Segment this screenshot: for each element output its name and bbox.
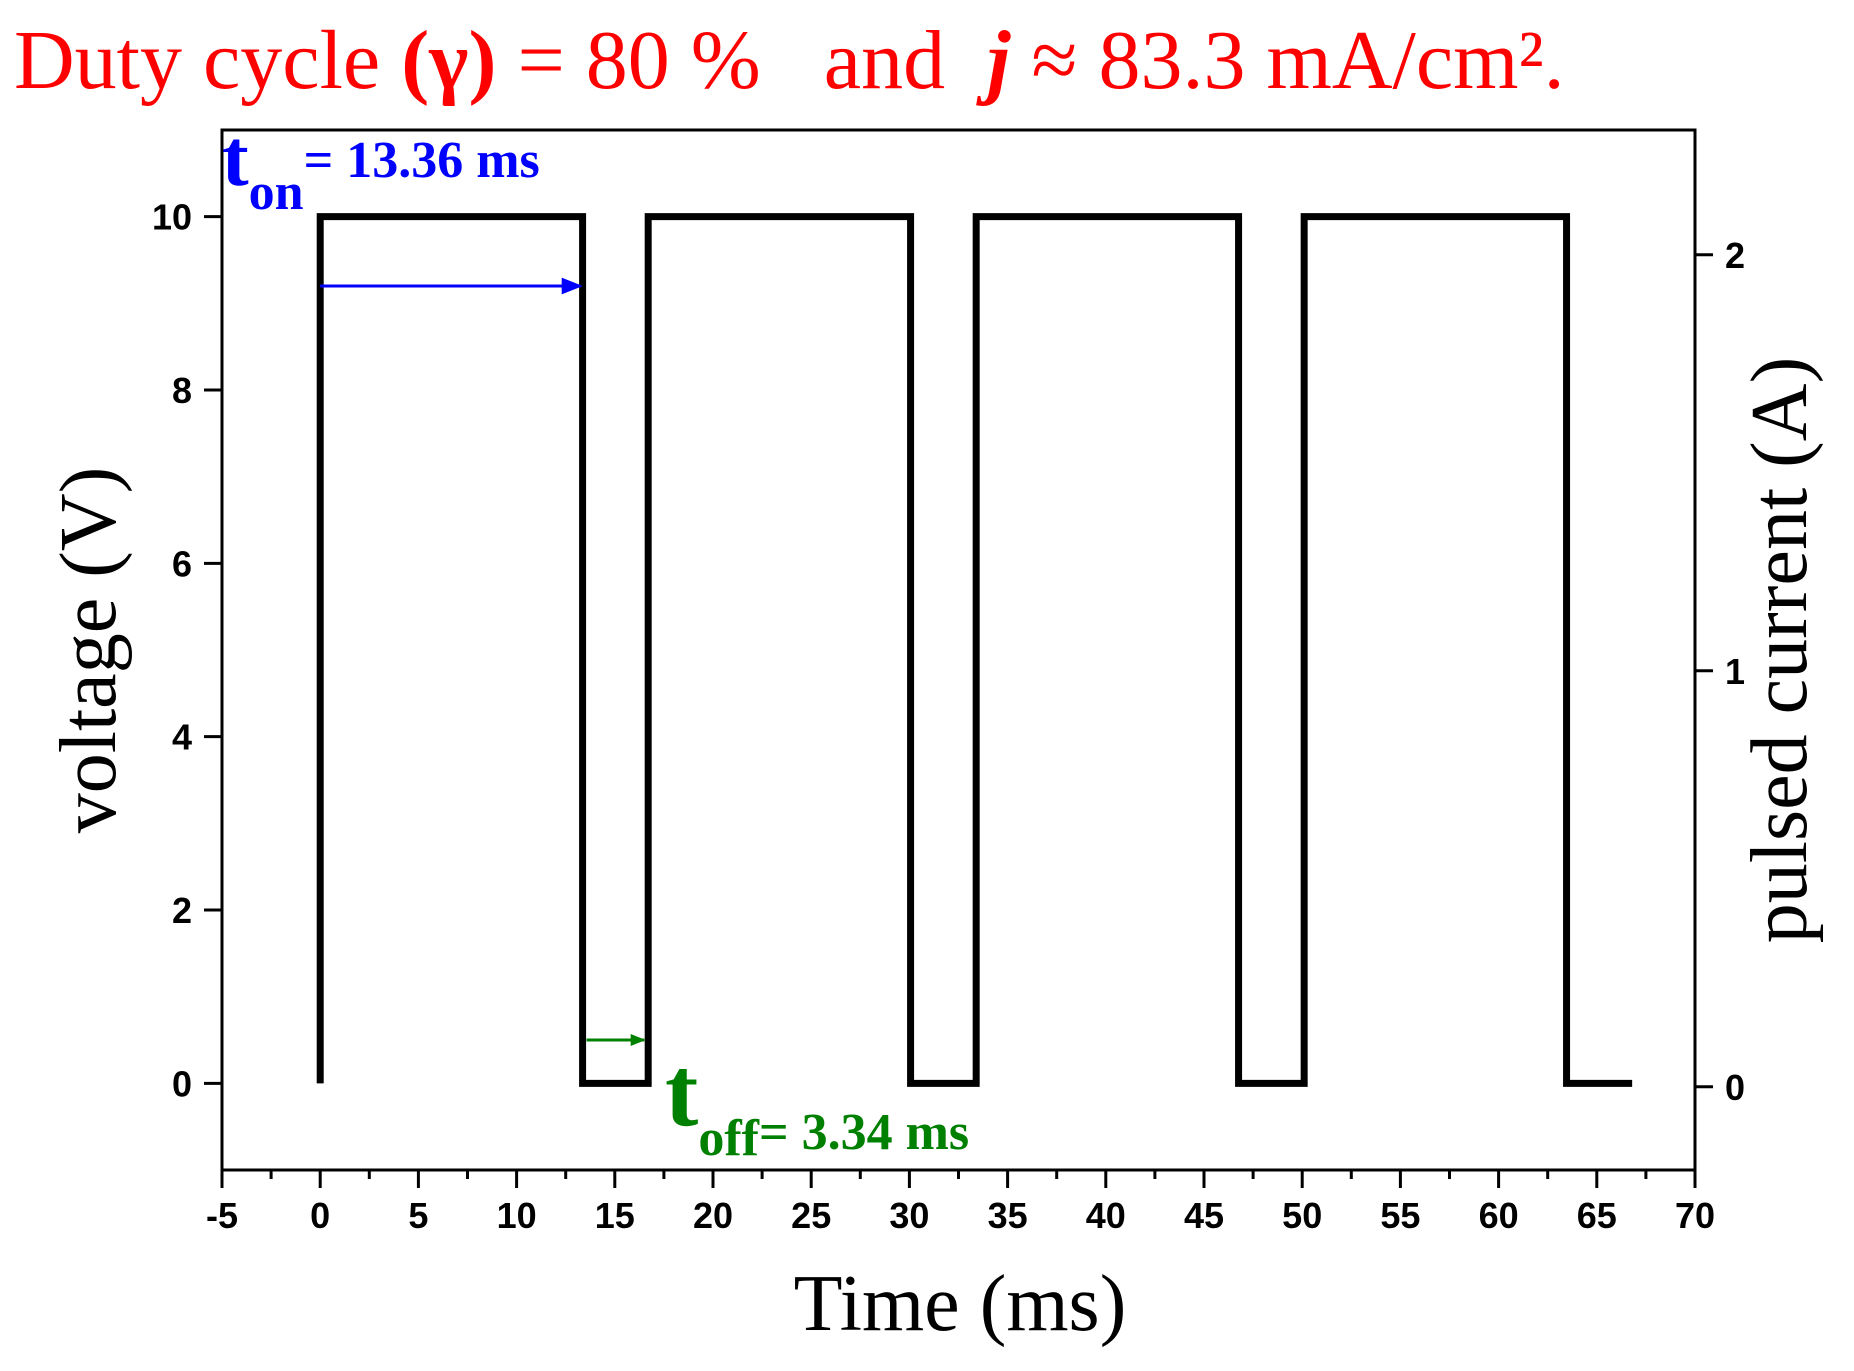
y-tick-label: 2	[172, 890, 192, 931]
t-off-t: t	[665, 1036, 698, 1147]
y-tick-label: 4	[172, 717, 192, 758]
x-tick-label: -5	[206, 1195, 238, 1236]
y-tick-label: 6	[172, 543, 192, 584]
y-axis-left: 0 2 4 6 8 10	[152, 197, 222, 1104]
x-tick-label: 35	[988, 1195, 1028, 1236]
title-gamma: (γ)	[401, 14, 496, 107]
y-tick-label: 10	[152, 197, 192, 238]
x-tick-label: 5	[408, 1195, 428, 1236]
y2-tick-label: 1	[1725, 651, 1745, 692]
x-tick-label: 0	[310, 1195, 330, 1236]
t-off-value: = 3.34 ms	[759, 1104, 969, 1161]
y2-tick-label: 0	[1725, 1067, 1745, 1108]
y2-tick-label: 2	[1725, 235, 1745, 276]
y-axis-title: voltage (V)	[45, 467, 133, 834]
x-tick-label: 55	[1380, 1195, 1420, 1236]
t-off-sub: off	[698, 1110, 759, 1167]
y2-axis-title: pulsed current (A)	[1736, 357, 1824, 943]
x-tick-label: 70	[1675, 1195, 1715, 1236]
x-tick-label: 10	[497, 1195, 537, 1236]
title-part2: = 80 % and	[496, 14, 987, 107]
title-part1: Duty cycle	[14, 14, 401, 107]
x-tick-label: 50	[1282, 1195, 1322, 1236]
x-tick-label: 15	[595, 1195, 635, 1236]
x-axis: -5 0 5 10 15 20 25 30 35 40 45 50 55 60 65 70	[206, 1170, 1715, 1236]
y-tick-label: 8	[172, 370, 192, 411]
chart-title: Duty cycle (γ) = 80 % and j ≈ 83.3 mA/cm…	[14, 14, 1565, 107]
x-axis-title: Time (ms)	[794, 1260, 1127, 1348]
x-tick-label: 30	[889, 1195, 929, 1236]
y-axis-right: 0 1 2	[1695, 235, 1745, 1108]
t-on-sub: on	[249, 164, 304, 221]
title-part3: ≈ 83.3 mA/cm².	[1010, 14, 1564, 107]
voltage-series-line	[316, 213, 1633, 1087]
x-tick-label: 65	[1577, 1195, 1617, 1236]
x-tick-label: 40	[1086, 1195, 1126, 1236]
t-on-value: = 13.36 ms	[304, 132, 540, 189]
x-tick-label: 25	[791, 1195, 831, 1236]
x-tick-label: 60	[1479, 1195, 1519, 1236]
x-tick-label: 45	[1184, 1195, 1224, 1236]
t-off-label: toff= 3.34 ms	[665, 1036, 969, 1167]
t-on-label: ton= 13.36 ms	[222, 115, 540, 221]
t-on-t: t	[222, 115, 249, 203]
x-tick-label: 20	[693, 1195, 733, 1236]
y-tick-label: 0	[172, 1063, 192, 1104]
